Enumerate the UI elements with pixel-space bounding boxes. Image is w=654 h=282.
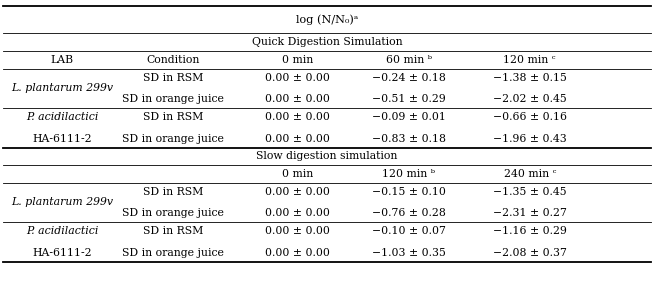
Text: 0 min: 0 min — [282, 169, 313, 179]
Text: 120 min ᵇ: 120 min ᵇ — [382, 169, 436, 179]
Text: 0.00 ± 0.00: 0.00 ± 0.00 — [265, 208, 330, 218]
Text: SD in orange juice: SD in orange juice — [122, 134, 224, 144]
Text: SD in orange juice: SD in orange juice — [122, 248, 224, 257]
Text: Slow digestion simulation: Slow digestion simulation — [256, 151, 398, 161]
Text: SD in RSM: SD in RSM — [143, 112, 203, 122]
Text: 0.00 ± 0.00: 0.00 ± 0.00 — [265, 112, 330, 122]
Text: −1.38 ± 0.15: −1.38 ± 0.15 — [493, 73, 566, 83]
Text: 240 min ᶜ: 240 min ᶜ — [504, 169, 556, 179]
Text: −0.10 ± 0.07: −0.10 ± 0.07 — [372, 226, 445, 236]
Text: 0 min: 0 min — [282, 55, 313, 65]
Text: −1.16 ± 0.29: −1.16 ± 0.29 — [493, 226, 566, 236]
Text: 0.00 ± 0.00: 0.00 ± 0.00 — [265, 248, 330, 257]
Text: 0.00 ± 0.00: 0.00 ± 0.00 — [265, 134, 330, 144]
Text: 0.00 ± 0.00: 0.00 ± 0.00 — [265, 94, 330, 104]
Text: L. plantarum 299v: L. plantarum 299v — [11, 83, 113, 93]
Text: −2.31 ± 0.27: −2.31 ± 0.27 — [493, 208, 566, 218]
Text: −0.83 ± 0.18: −0.83 ± 0.18 — [371, 134, 446, 144]
Text: −1.96 ± 0.43: −1.96 ± 0.43 — [493, 134, 566, 144]
Text: −0.24 ± 0.18: −0.24 ± 0.18 — [372, 73, 445, 83]
Text: SD in orange juice: SD in orange juice — [122, 94, 224, 104]
Text: 0.00 ± 0.00: 0.00 ± 0.00 — [265, 226, 330, 236]
Text: log (N/N₀)ᵃ: log (N/N₀)ᵃ — [296, 14, 358, 25]
Text: P. acidilactici: P. acidilactici — [26, 112, 98, 122]
Text: SD in RSM: SD in RSM — [143, 226, 203, 236]
Text: −2.08 ± 0.37: −2.08 ± 0.37 — [493, 248, 566, 257]
Text: 0.00 ± 0.00: 0.00 ± 0.00 — [265, 187, 330, 197]
Text: L. plantarum 299v: L. plantarum 299v — [11, 197, 113, 207]
Text: SD in orange juice: SD in orange juice — [122, 208, 224, 218]
Text: SD in RSM: SD in RSM — [143, 187, 203, 197]
Text: −0.15 ± 0.10: −0.15 ± 0.10 — [372, 187, 445, 197]
Text: Condition: Condition — [146, 55, 200, 65]
Text: 60 min ᵇ: 60 min ᵇ — [386, 55, 432, 65]
Text: −0.76 ± 0.28: −0.76 ± 0.28 — [372, 208, 445, 218]
Text: −0.09 ± 0.01: −0.09 ± 0.01 — [372, 112, 445, 122]
Text: 0.00 ± 0.00: 0.00 ± 0.00 — [265, 73, 330, 83]
Text: Quick Digestion Simulation: Quick Digestion Simulation — [252, 37, 402, 47]
Text: −1.35 ± 0.45: −1.35 ± 0.45 — [493, 187, 566, 197]
Text: −2.02 ± 0.45: −2.02 ± 0.45 — [493, 94, 566, 104]
Text: LAB: LAB — [50, 55, 74, 65]
Text: −0.66 ± 0.16: −0.66 ± 0.16 — [492, 112, 567, 122]
Text: HA-6111-2: HA-6111-2 — [32, 248, 92, 257]
Text: −1.03 ± 0.35: −1.03 ± 0.35 — [372, 248, 445, 257]
Text: HA-6111-2: HA-6111-2 — [32, 134, 92, 144]
Text: 120 min ᶜ: 120 min ᶜ — [504, 55, 556, 65]
Text: P. acidilactici: P. acidilactici — [26, 226, 98, 236]
Text: SD in RSM: SD in RSM — [143, 73, 203, 83]
Text: −0.51 ± 0.29: −0.51 ± 0.29 — [372, 94, 445, 104]
